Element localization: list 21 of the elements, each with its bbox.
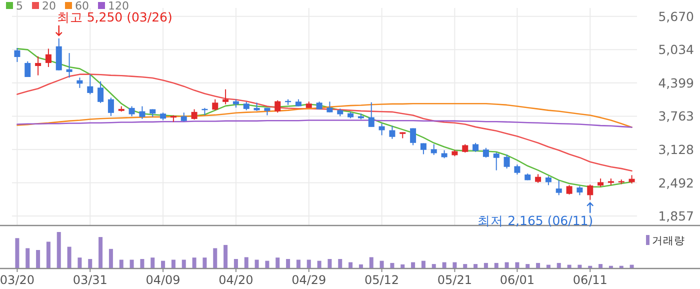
x-tick-label: 04/09: [146, 273, 180, 287]
y-tick-label: 2,492: [658, 175, 694, 190]
y-tick-label: 3,128: [658, 142, 694, 157]
y-tick-label: 3,763: [658, 108, 694, 124]
y-tick-label: 1,857: [658, 208, 694, 224]
x-tick-label: 04/20: [218, 273, 254, 287]
y-tick-label: 4,399: [658, 75, 694, 90]
legend-label: 20: [42, 0, 56, 12]
x-tick-label: 06/01: [500, 273, 535, 287]
x-tick-label: 03/20: [0, 273, 35, 287]
x-tick-label: 03/31: [72, 273, 108, 287]
x-tick-label: 06/11: [572, 273, 608, 287]
y-tick-label: 5,034: [658, 42, 694, 58]
legend-label: 거래량: [652, 235, 685, 247]
x-tick-label: 05/21: [437, 273, 472, 287]
annotation: 최저 2,165 (06/11): [478, 212, 594, 228]
x-tick-label: 04/29: [292, 273, 326, 287]
y-tick-label: 5,670: [658, 8, 694, 24]
x-tick-label: 05/12: [364, 273, 400, 287]
annotation: 최저 2,165 (06/11): [478, 202, 594, 228]
legend-label: 5: [16, 0, 23, 12]
